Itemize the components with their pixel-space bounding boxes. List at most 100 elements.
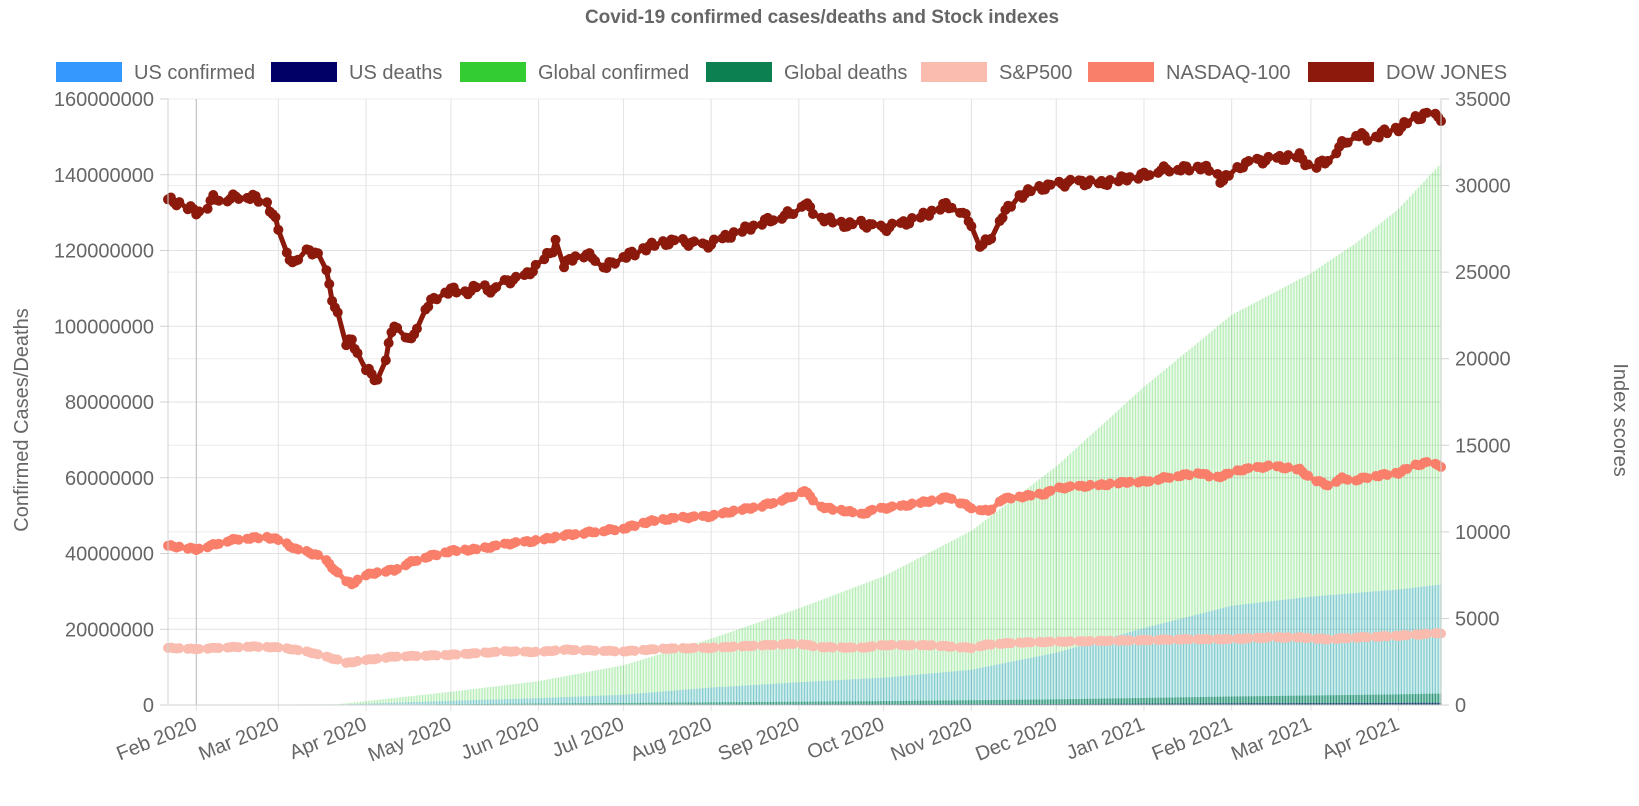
- y-right-tick-label: 10000: [1455, 522, 1511, 544]
- legend-label: NASDAQ-100: [1166, 62, 1291, 84]
- point: [1006, 201, 1017, 212]
- point: [1382, 128, 1393, 139]
- point: [174, 197, 185, 208]
- point: [1045, 179, 1056, 190]
- point: [907, 213, 917, 223]
- point: [550, 531, 561, 542]
- point: [1065, 636, 1076, 647]
- y-right-tick-label: 25000: [1455, 262, 1511, 284]
- point: [1105, 635, 1116, 646]
- bar-area: [168, 163, 1441, 705]
- legend-item: US confirmed: [56, 62, 255, 84]
- point: [629, 250, 640, 261]
- point: [273, 642, 284, 653]
- point: [1105, 478, 1116, 489]
- y-left-tick-label: 140000000: [54, 165, 154, 187]
- point: [926, 205, 937, 216]
- point: [372, 374, 383, 385]
- point: [293, 544, 304, 555]
- point: [847, 507, 858, 518]
- point: [213, 642, 224, 653]
- point: [1223, 634, 1234, 645]
- x-tick-label: Aug 2020: [627, 713, 715, 765]
- point: [1283, 150, 1294, 161]
- legend-swatch: [460, 62, 526, 82]
- point: [1322, 155, 1333, 166]
- point: [1342, 137, 1353, 148]
- point: [946, 202, 957, 213]
- legend-item: Global deaths: [706, 62, 907, 84]
- legend: US confirmed US deaths Global confirmed Glo…: [56, 62, 1507, 84]
- point: [748, 640, 759, 651]
- y-right-tick-label: 0: [1455, 695, 1466, 717]
- point: [270, 212, 281, 223]
- bar-area: [168, 693, 1441, 705]
- point: [1085, 479, 1096, 490]
- y-right-tick-label: 35000: [1455, 89, 1511, 111]
- point: [332, 307, 343, 318]
- y-left-tick-label: 20000000: [65, 619, 154, 641]
- point: [986, 504, 997, 515]
- point: [380, 355, 391, 366]
- point: [273, 224, 284, 235]
- point: [689, 642, 700, 653]
- point: [1402, 630, 1413, 641]
- point: [233, 642, 244, 653]
- point: [491, 646, 502, 657]
- legend-swatch: [271, 62, 337, 82]
- point: [1421, 457, 1432, 468]
- point: [907, 639, 917, 650]
- x-tick-label: Mar 2020: [196, 713, 283, 765]
- point: [807, 495, 818, 506]
- x-tick-label: Nov 2020: [888, 713, 976, 765]
- point: [788, 491, 799, 502]
- point: [629, 521, 640, 532]
- point: [1421, 107, 1432, 118]
- point: [174, 541, 185, 552]
- point: [827, 217, 838, 228]
- point: [383, 338, 394, 349]
- point: [293, 645, 304, 656]
- point: [748, 220, 759, 231]
- x-tick-label: Jul 2020: [549, 713, 627, 762]
- point: [926, 495, 937, 506]
- y-left-tick-label: 80000000: [65, 392, 154, 414]
- y-axis-left-title: Confirmed Cases/Deaths: [11, 308, 33, 531]
- legend-label: Global confirmed: [538, 62, 689, 84]
- point: [887, 501, 898, 512]
- line-nasdaq-100: [163, 457, 1446, 590]
- point: [728, 641, 739, 652]
- point: [1223, 468, 1234, 479]
- point: [1204, 165, 1215, 176]
- point: [847, 219, 858, 230]
- point: [708, 234, 719, 245]
- legend-label: S&P500: [999, 62, 1072, 84]
- point: [1322, 480, 1333, 491]
- legend-item: S&P500: [921, 62, 1072, 84]
- point: [788, 209, 799, 220]
- point: [346, 334, 357, 345]
- point: [1045, 636, 1056, 647]
- x-tick-label: Feb 2020: [114, 713, 201, 765]
- point: [471, 544, 482, 555]
- point: [431, 294, 442, 305]
- point: [1025, 186, 1036, 197]
- point: [372, 653, 383, 664]
- point: [174, 643, 185, 654]
- point: [253, 533, 264, 544]
- point: [451, 287, 462, 298]
- point: [907, 498, 917, 509]
- x-tick-label: Sep 2020: [715, 713, 803, 765]
- point: [352, 574, 363, 585]
- point: [1124, 476, 1135, 487]
- point: [1006, 638, 1017, 649]
- point: [392, 564, 403, 575]
- point: [1124, 635, 1135, 646]
- point: [194, 643, 205, 654]
- point: [867, 641, 878, 652]
- point: [926, 640, 937, 651]
- y-left-tick-label: 40000000: [65, 544, 154, 566]
- y-right-tick-label: 30000: [1455, 176, 1511, 198]
- point: [728, 505, 739, 516]
